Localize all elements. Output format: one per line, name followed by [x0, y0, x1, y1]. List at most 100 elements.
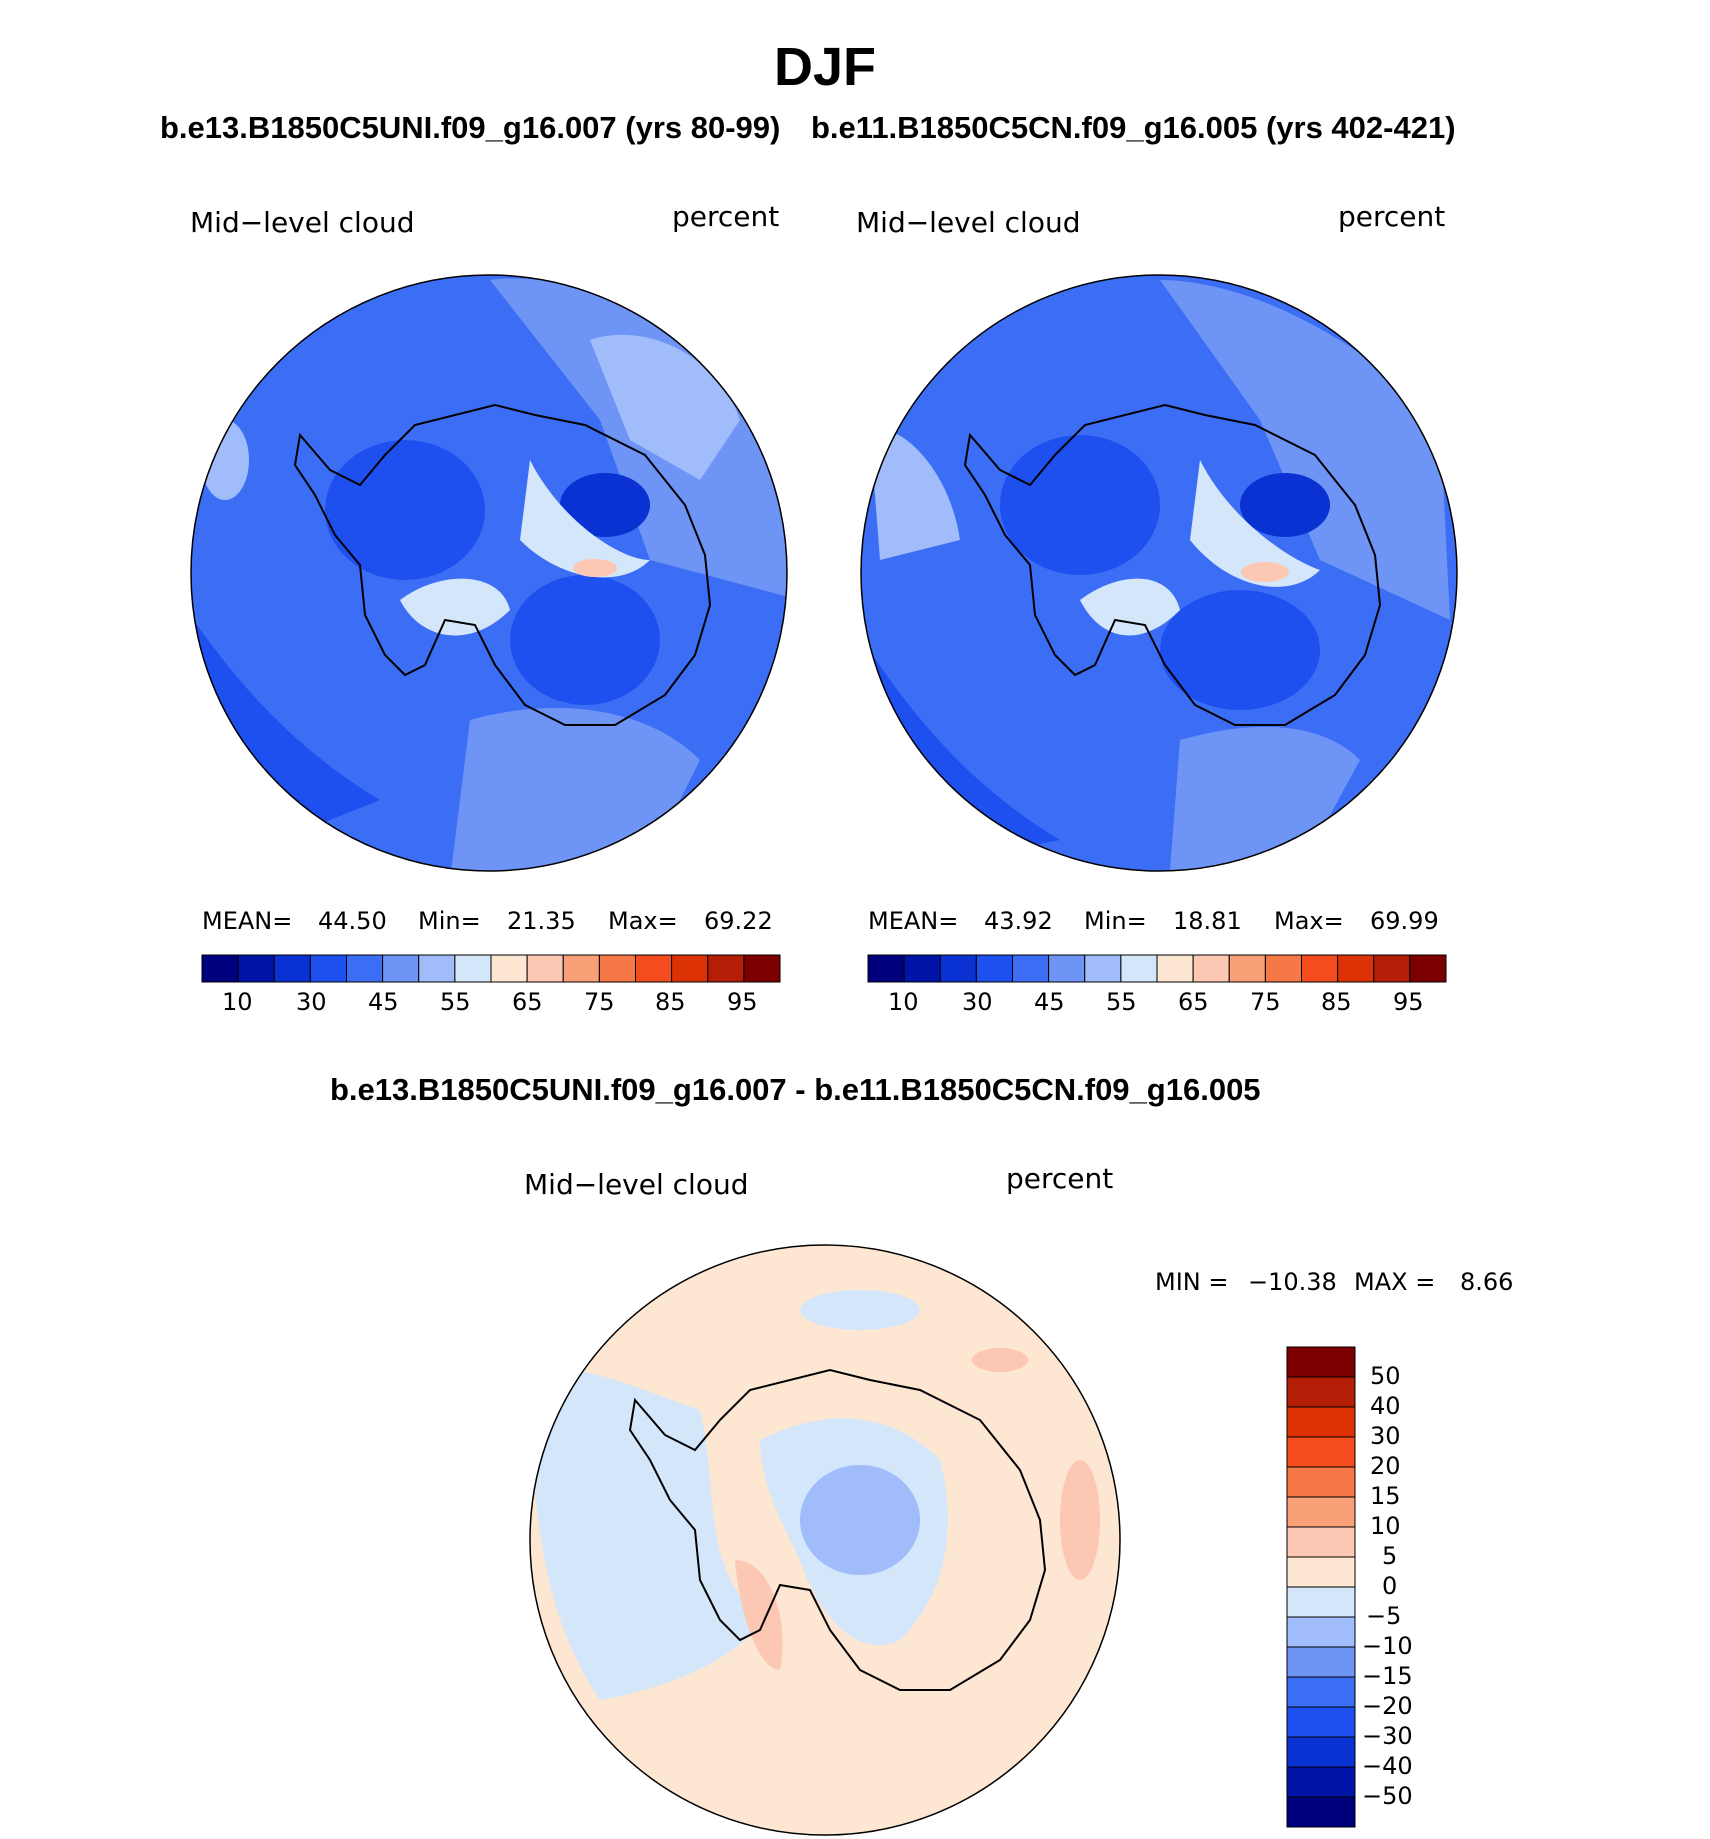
- cb3-tick: 0: [1382, 1572, 1398, 1600]
- cb2-tick: 55: [1106, 988, 1137, 1016]
- cb1-tick: 45: [368, 988, 399, 1016]
- colorbar-swatch: [1120, 954, 1158, 983]
- cb2-tick: 65: [1178, 988, 1209, 1016]
- colorbar-swatch: [1286, 1526, 1356, 1558]
- panel-2-max-value: 69.99: [1370, 907, 1439, 935]
- colorbar-swatch: [1156, 954, 1194, 983]
- panel-1-variable-label: Mid−level cloud: [190, 206, 415, 239]
- diff-field-east-pos: [972, 1348, 1028, 1372]
- diff-min-label: MIN =: [1155, 1268, 1229, 1296]
- colorbar-swatch: [309, 954, 347, 983]
- panel-1-max-label: Max=: [608, 907, 678, 935]
- panel-2-min-label: Min=: [1084, 907, 1147, 935]
- p2-field-plateau-max: [1241, 562, 1289, 582]
- diff-map: [529, 1244, 1121, 1836]
- p1-field-plateau-max: [573, 559, 617, 577]
- cb2-tick: 95: [1393, 988, 1424, 1016]
- panel-1-min-value: 21.35: [507, 907, 576, 935]
- cb3-tick: −40: [1362, 1752, 1413, 1780]
- colorbar-swatch: [671, 954, 709, 983]
- colorbar-swatch: [1337, 954, 1375, 983]
- colorbar-swatch: [1286, 1616, 1356, 1648]
- colorbar-swatch: [1286, 1706, 1356, 1738]
- cb1-tick: 30: [296, 988, 327, 1016]
- p2-field-ice-dark1: [1000, 435, 1160, 575]
- cb1-tick: 65: [512, 988, 543, 1016]
- p1-field-west-light: [201, 420, 249, 500]
- colorbar-swatch: [707, 954, 745, 983]
- p1-map-border: [190, 274, 788, 872]
- colorbar-swatch: [1286, 1406, 1356, 1438]
- colorbar-swatch: [903, 954, 941, 983]
- cb2-tick: 85: [1321, 988, 1352, 1016]
- colorbar-swatch: [1286, 1376, 1356, 1408]
- colorbar-swatch: [1373, 954, 1411, 983]
- panel-1-mean-label: MEAN=: [202, 907, 293, 935]
- colorbar-swatch: [526, 954, 564, 983]
- diff-map-border: [529, 1244, 1121, 1836]
- colorbar-swatch: [598, 954, 636, 983]
- diff-field-far-east-pos: [1060, 1460, 1100, 1580]
- panel-2-subtitle: b.e11.B1850C5CN.f09_g16.005 (yrs 402-421…: [811, 110, 1456, 145]
- colorbar-swatch: [743, 954, 781, 983]
- p2-field-ice-dark2: [1160, 590, 1320, 710]
- colorbar-swatch: [635, 954, 673, 983]
- diff-field-north-neg: [800, 1290, 920, 1330]
- cb3-tick: −30: [1362, 1722, 1413, 1750]
- p1-field-ross-light: [400, 578, 510, 636]
- cb3-tick: 15: [1370, 1482, 1401, 1510]
- diff-max-label: MAX =: [1354, 1268, 1436, 1296]
- colorbar-swatch: [273, 954, 311, 983]
- p2-field-plateau-light: [1190, 460, 1320, 587]
- cb3-tick: −15: [1362, 1662, 1413, 1690]
- colorbar-swatch: [1084, 954, 1122, 983]
- colorbar-swatch: [1012, 954, 1050, 983]
- colorbar-swatch: [382, 954, 420, 983]
- colorbar-swatch: [490, 954, 528, 983]
- cb2-tick: 10: [888, 988, 919, 1016]
- panel-1-mean-value: 44.50: [318, 907, 387, 935]
- p1-field-light-patch: [590, 334, 740, 480]
- colorbar-swatch: [1286, 1436, 1356, 1468]
- colorbar-swatch: [562, 954, 600, 983]
- diff-colorbar: [1286, 1346, 1356, 1828]
- diff-field-ross-pos: [735, 1560, 783, 1670]
- colorbar-swatch: [1228, 954, 1266, 983]
- panel-2-mean-label: MEAN=: [868, 907, 959, 935]
- cb3-tick: −5: [1366, 1602, 1402, 1630]
- colorbar-swatch: [939, 954, 977, 983]
- colorbar-swatch: [1286, 1466, 1356, 1498]
- cb3-tick: 50: [1370, 1362, 1401, 1390]
- diff-variable-label: Mid−level cloud: [524, 1168, 749, 1201]
- colorbar-swatch: [867, 954, 905, 983]
- diff-field-interior-neg2: [800, 1465, 920, 1575]
- cb3-tick: −20: [1362, 1692, 1413, 1720]
- colorbar-swatch: [1301, 954, 1339, 983]
- diff-min-value: −10.38: [1248, 1268, 1337, 1296]
- diff-subtitle: b.e13.B1850C5UNI.f09_g16.007 - b.e11.B18…: [330, 1072, 1261, 1107]
- cb2-tick: 30: [962, 988, 993, 1016]
- colorbar-swatch: [418, 954, 456, 983]
- colorbar-swatch: [1192, 954, 1230, 983]
- cb1-tick: 95: [727, 988, 758, 1016]
- panel-2-map: [860, 274, 1458, 872]
- cb3-tick: 20: [1370, 1452, 1401, 1480]
- diff-field-west-neg: [530, 1368, 760, 1700]
- cb3-tick: −10: [1362, 1632, 1413, 1660]
- colorbar-swatch: [1286, 1646, 1356, 1678]
- figure-title: DJF: [773, 37, 876, 97]
- colorbar-swatch: [346, 954, 384, 983]
- p2-field-ross-light: [1080, 578, 1180, 636]
- p1-field-ice-dark2: [510, 575, 660, 705]
- cb2-tick: 45: [1034, 988, 1065, 1016]
- p2-field-west-light: [870, 428, 960, 560]
- colorbar-swatch: [1286, 1796, 1356, 1828]
- cb1-tick: 75: [584, 988, 615, 1016]
- panel-1-subtitle: b.e13.B1850C5UNI.f09_g16.007 (yrs 80-99): [160, 110, 781, 145]
- panel-2-colorbar: [867, 954, 1447, 983]
- panel-1-min-label: Min=: [418, 907, 481, 935]
- colorbar-swatch: [1286, 1556, 1356, 1588]
- cb3-tick: 5: [1382, 1542, 1398, 1570]
- cb3-tick: 30: [1370, 1422, 1401, 1450]
